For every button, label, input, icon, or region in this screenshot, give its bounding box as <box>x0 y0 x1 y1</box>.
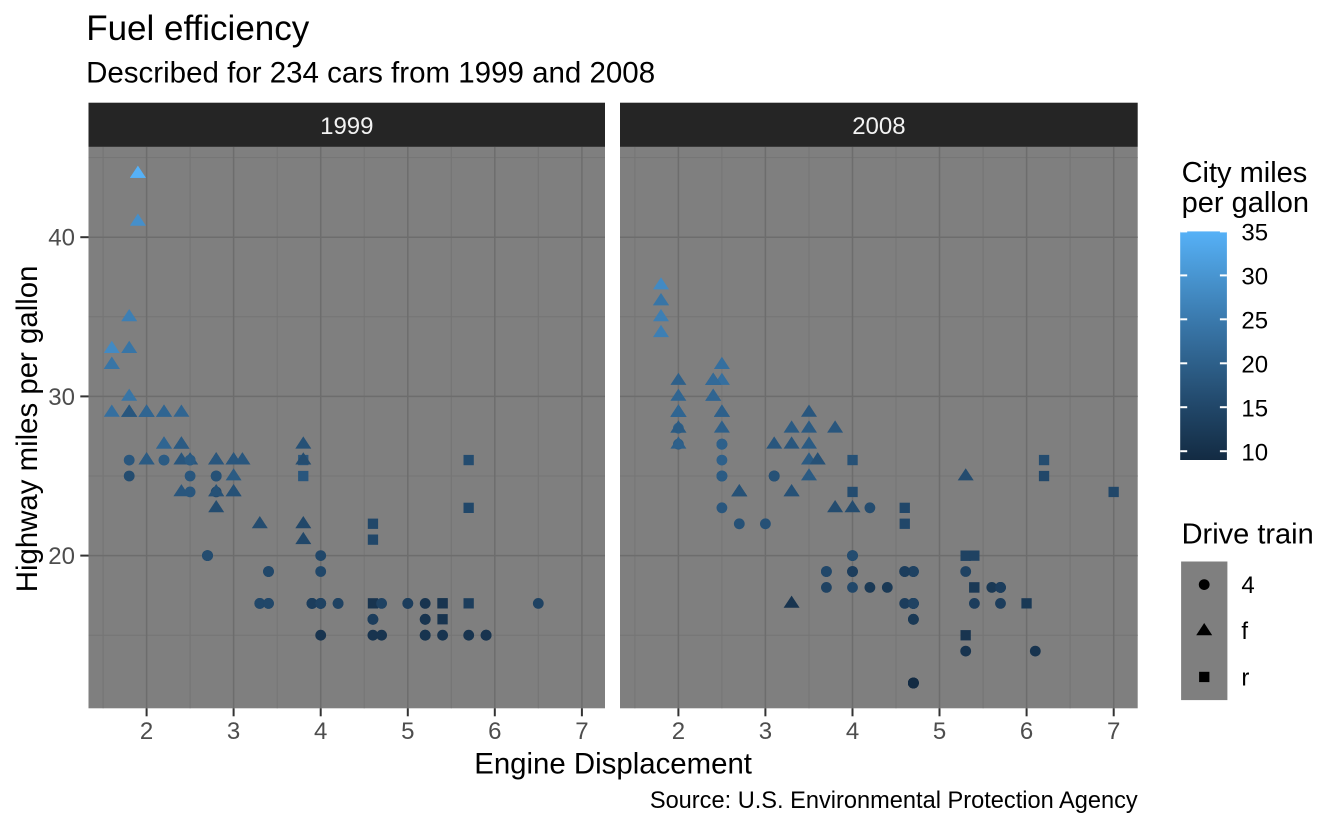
svg-text:Drive train: Drive train <box>1182 519 1314 551</box>
svg-text:2: 2 <box>140 718 153 745</box>
svg-text:City miles: City miles <box>1182 157 1308 189</box>
svg-text:Fuel efficiency: Fuel efficiency <box>86 9 310 48</box>
svg-text:25: 25 <box>1241 308 1268 335</box>
svg-text:Source: U.S. Environmental Pro: Source: U.S. Environmental Protection Ag… <box>650 788 1138 814</box>
svg-text:1999: 1999 <box>320 113 373 140</box>
svg-text:20: 20 <box>1241 352 1268 379</box>
svg-text:Described for 234 cars from 19: Described for 234 cars from 1999 and 200… <box>86 57 655 90</box>
svg-text:6: 6 <box>488 718 501 745</box>
svg-text:2008: 2008 <box>852 113 905 140</box>
svg-text:40: 40 <box>48 225 75 252</box>
svg-text:f: f <box>1241 618 1248 645</box>
svg-text:Highway miles per gallon: Highway miles per gallon <box>11 266 44 593</box>
svg-text:5: 5 <box>933 718 946 745</box>
svg-text:r: r <box>1241 664 1249 691</box>
svg-text:4: 4 <box>1241 572 1254 599</box>
svg-text:10: 10 <box>1241 440 1268 467</box>
svg-text:35: 35 <box>1241 220 1268 247</box>
svg-text:Engine Displacement: Engine Displacement <box>474 747 752 780</box>
svg-text:4: 4 <box>846 718 859 745</box>
svg-text:7: 7 <box>1107 718 1120 745</box>
svg-text:20: 20 <box>48 543 75 570</box>
svg-text:per gallon: per gallon <box>1182 187 1309 219</box>
svg-text:3: 3 <box>759 718 772 745</box>
svg-text:3: 3 <box>227 718 240 745</box>
svg-text:7: 7 <box>575 718 588 745</box>
svg-text:5: 5 <box>401 718 414 745</box>
svg-text:15: 15 <box>1241 396 1268 423</box>
svg-text:4: 4 <box>314 718 327 745</box>
svg-text:2: 2 <box>672 718 685 745</box>
svg-text:30: 30 <box>48 384 75 411</box>
svg-text:6: 6 <box>1020 718 1033 745</box>
svg-text:30: 30 <box>1241 264 1268 291</box>
